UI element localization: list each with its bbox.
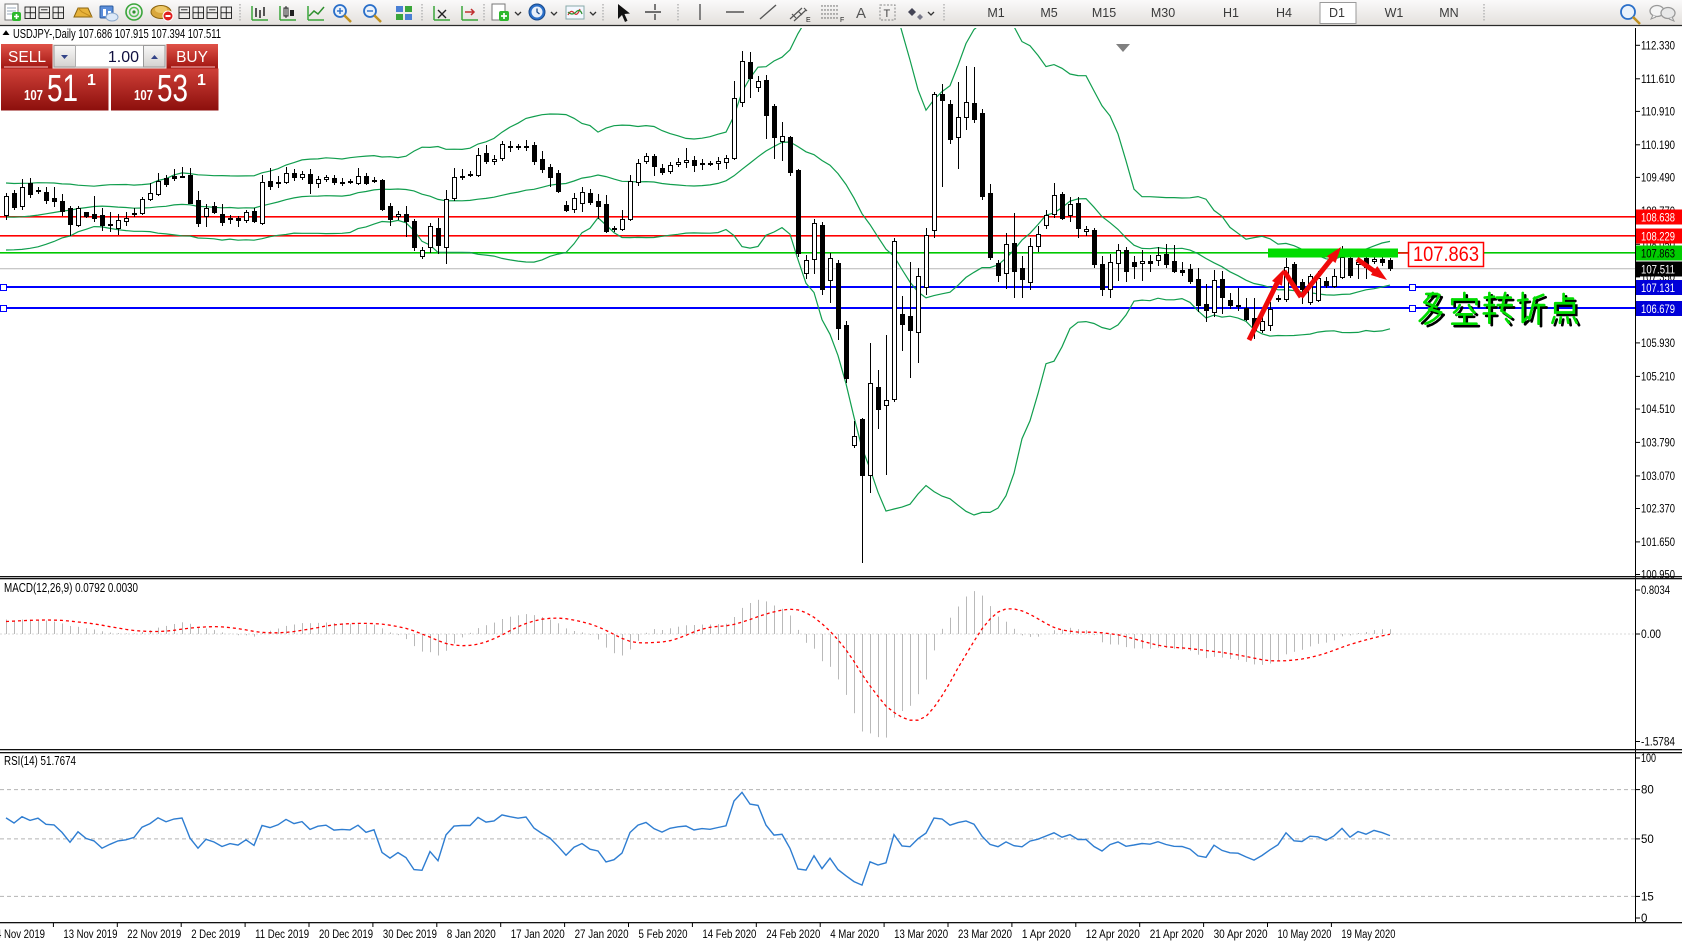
svg-text:102.370: 102.370 [1641,504,1675,516]
svg-text:21 Apr 2020: 21 Apr 2020 [1150,929,1204,941]
svg-text:A: A [856,5,866,22]
svg-text:51: 51 [47,68,78,110]
svg-text:MN: MN [1439,6,1458,20]
svg-text:12 Apr 2020: 12 Apr 2020 [1086,929,1140,941]
svg-text:107.511: 107.511 [1641,265,1675,277]
svg-text:20 Dec 2019: 20 Dec 2019 [319,929,373,941]
svg-text:104.510: 104.510 [1641,404,1675,416]
svg-text:112.330: 112.330 [1641,40,1675,52]
svg-text:10 May 2020: 10 May 2020 [1278,929,1332,941]
svg-text:MACD(12,26,9) 0.0792 0.0030: MACD(12,26,9) 0.0792 0.0030 [4,581,138,595]
svg-text:105.210: 105.210 [1641,371,1675,383]
svg-text:110.190: 110.190 [1641,140,1675,152]
svg-text:110.910: 110.910 [1641,106,1675,118]
svg-text:SELL: SELL [8,49,46,66]
svg-text:30 Apr 2020: 30 Apr 2020 [1214,929,1268,941]
svg-text:27 Jan 2020: 27 Jan 2020 [575,929,629,941]
svg-text:H1: H1 [1223,6,1239,20]
svg-text:103.070: 103.070 [1641,471,1675,483]
svg-text:H4: H4 [1276,6,1292,20]
svg-text:M1: M1 [987,6,1004,20]
svg-text:BUY: BUY [176,49,208,66]
svg-text:14 Feb 2020: 14 Feb 2020 [702,929,756,941]
svg-text:23 Mar 2020: 23 Mar 2020 [958,929,1012,941]
svg-text:50: 50 [1641,834,1654,846]
svg-text:W1: W1 [1385,6,1404,20]
svg-text:2 Dec 2019: 2 Dec 2019 [191,929,240,941]
svg-text:111.610: 111.610 [1641,74,1675,86]
svg-text:107.131: 107.131 [1641,283,1675,295]
svg-text:-1.5784: -1.5784 [1641,737,1676,749]
svg-text:107: 107 [24,88,43,104]
svg-text:RSI(14) 51.7674: RSI(14) 51.7674 [4,754,76,768]
svg-text:1.00: 1.00 [108,49,139,66]
svg-text:30 Dec 2019: 30 Dec 2019 [383,929,437,941]
svg-text:22 Nov 2019: 22 Nov 2019 [127,929,181,941]
svg-text:106.679: 106.679 [1641,304,1675,316]
svg-text:100.950: 100.950 [1641,570,1675,582]
svg-text:80: 80 [1641,785,1654,797]
svg-text:0.8034: 0.8034 [1641,585,1670,597]
svg-text:8 Jan 2020: 8 Jan 2020 [447,929,496,941]
svg-text:11 Dec 2019: 11 Dec 2019 [255,929,309,941]
svg-text:107: 107 [134,88,153,104]
svg-text:E: E [806,17,811,24]
svg-text:5 Feb 2020: 5 Feb 2020 [639,929,688,941]
svg-text:D1: D1 [1329,6,1345,20]
svg-text:13 Mar 2020: 13 Mar 2020 [894,929,948,941]
svg-text:105.930: 105.930 [1641,338,1675,350]
svg-text:F: F [840,17,844,24]
svg-text:4 Nov 2019: 4 Nov 2019 [0,929,45,941]
svg-text:107.863: 107.863 [1641,249,1675,261]
svg-text:100: 100 [1641,753,1656,765]
svg-text:1: 1 [197,72,206,89]
svg-text:1 Apr 2020: 1 Apr 2020 [1022,929,1071,941]
svg-text:53: 53 [157,68,188,110]
svg-text:19 May 2020: 19 May 2020 [1341,929,1395,941]
svg-text:1: 1 [87,72,96,89]
svg-text:M30: M30 [1151,6,1175,20]
svg-text:109.490: 109.490 [1641,172,1675,184]
svg-text:17 Jan 2020: 17 Jan 2020 [511,929,565,941]
svg-text:13 Nov 2019: 13 Nov 2019 [63,929,117,941]
svg-text:108.229: 108.229 [1641,232,1675,244]
svg-text:4 Mar 2020: 4 Mar 2020 [830,929,879,941]
svg-text:M15: M15 [1092,6,1116,20]
svg-text:103.790: 103.790 [1641,437,1675,449]
svg-text:101.650: 101.650 [1641,537,1675,549]
svg-text:T: T [884,8,891,20]
svg-text:107.863: 107.863 [1413,243,1479,266]
svg-text:24 Feb 2020: 24 Feb 2020 [766,929,820,941]
svg-text:0.00: 0.00 [1641,629,1661,641]
svg-text:15: 15 [1641,891,1654,903]
svg-text:M5: M5 [1040,6,1057,20]
svg-text:USDJPY-,Daily 107.686 107.915: USDJPY-,Daily 107.686 107.915 107.394 10… [13,27,221,41]
svg-text:0: 0 [1641,913,1647,925]
svg-text:108.638: 108.638 [1641,213,1675,225]
